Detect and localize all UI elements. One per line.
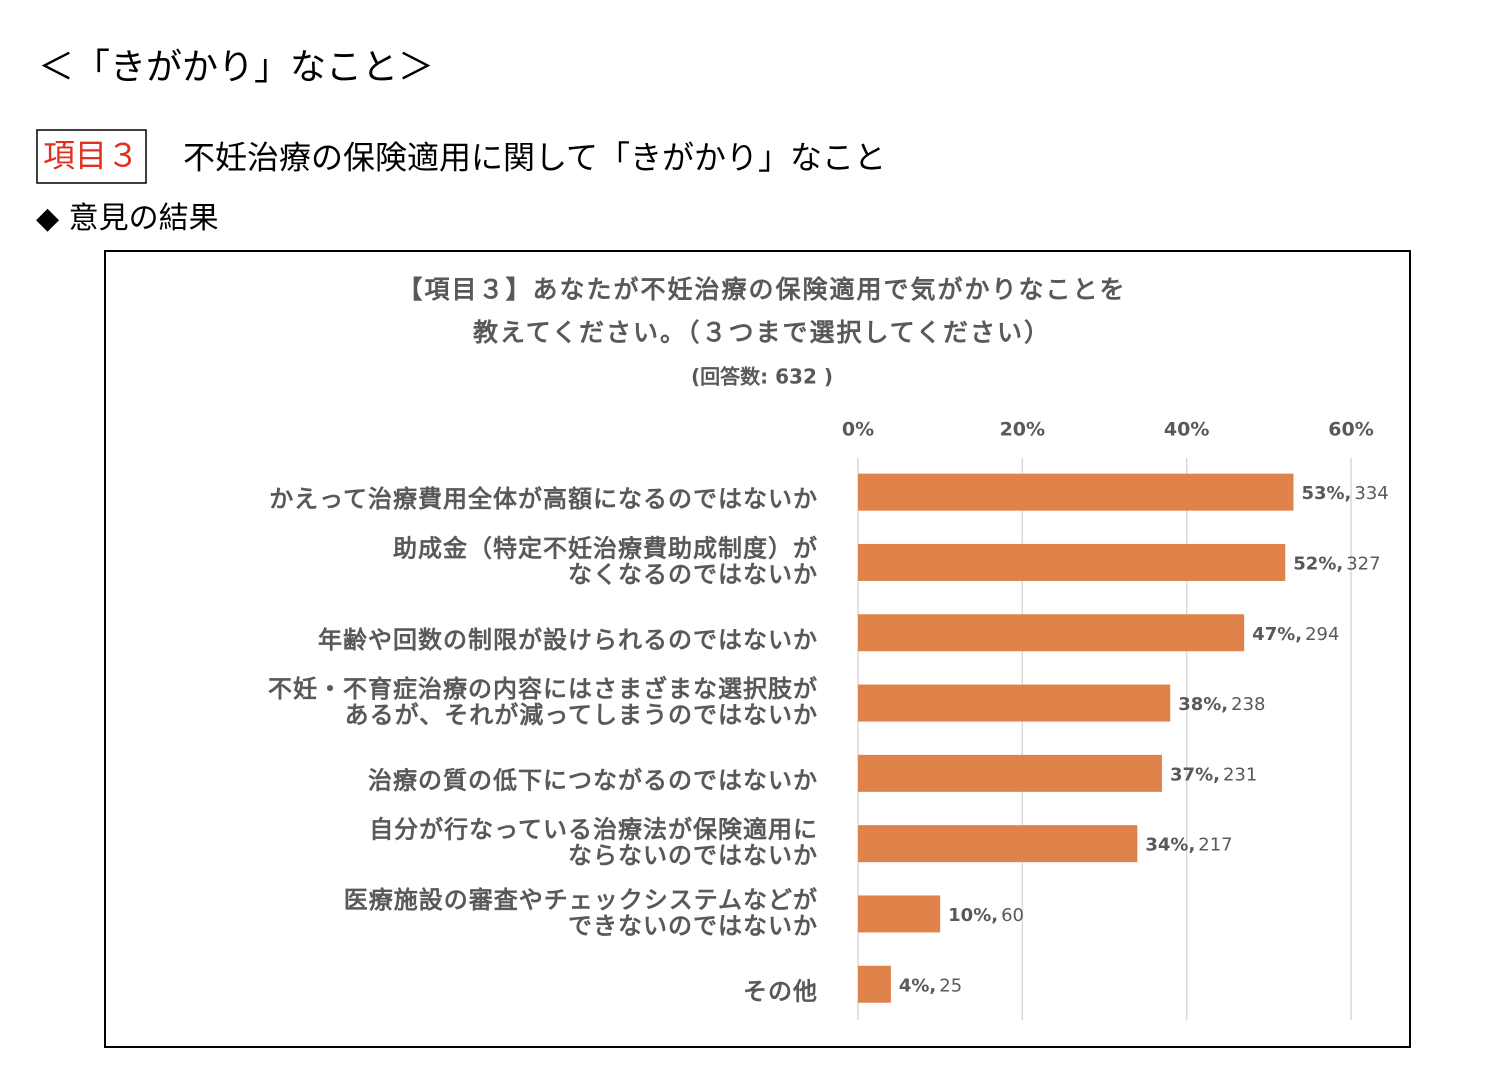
value-percent: 4%, [899, 975, 936, 996]
value-label: 47%, 294 [1252, 624, 1339, 645]
item-title: 不妊治療の保険適用に関して「きがかり」なこと [183, 139, 886, 177]
value-label: 34%, 217 [1145, 835, 1232, 856]
category-label: なくなるのではないか [568, 560, 818, 588]
value-label: 10%, 60 [948, 905, 1024, 926]
bar [858, 473, 1294, 511]
chart-title: 【項目３】あなたが不妊治療の保険適用で気がかりなことを [397, 275, 1126, 304]
value-percent: 34%, [1145, 835, 1195, 856]
value-count: 25 [939, 975, 962, 996]
category-label: ならないのではないか [568, 842, 818, 870]
category-label: 助成金（特定不妊治療費助成制度）が [393, 534, 818, 562]
category-label: その他 [743, 977, 818, 1005]
category-label: 医療施設の審査やチェックシステムなどが [344, 886, 818, 914]
bar [858, 754, 1163, 792]
value-label: 53%, 334 [1301, 483, 1388, 504]
chart-title: 教えてください。（３つまで選択してください） [473, 318, 1051, 347]
item-tag-box [36, 129, 147, 184]
page-title: ＜「きがかり」なこと＞ [38, 47, 434, 88]
x-tick-label: 20% [1000, 419, 1045, 441]
category-label: 自分が行なっている治療法が保険適用に [369, 816, 818, 844]
chart-subtitle: (回答数: 632 ) [691, 365, 833, 389]
x-tick-label: 40% [1164, 419, 1209, 441]
bar [858, 614, 1245, 652]
value-percent: 53%, [1301, 483, 1351, 504]
value-count: 334 [1354, 483, 1388, 504]
value-percent: 10%, [948, 905, 998, 926]
value-percent: 38%, [1178, 694, 1228, 715]
item-tag: 項目３ [43, 137, 139, 175]
bar [858, 965, 891, 1003]
value-percent: 52%, [1293, 553, 1343, 574]
bar [858, 825, 1138, 863]
value-count: 217 [1198, 835, 1232, 856]
x-tick-label: 60% [1328, 419, 1373, 441]
category-label: 治療の質の低下につながるのではないか [368, 766, 818, 794]
x-tick-label: 0% [842, 419, 874, 441]
bar [858, 895, 941, 933]
value-label: 37%, 231 [1170, 764, 1257, 785]
value-label: 4%, 25 [899, 975, 962, 996]
value-count: 294 [1305, 624, 1339, 645]
value-count: 238 [1231, 694, 1265, 715]
value-label: 38%, 238 [1178, 694, 1265, 715]
bar [858, 684, 1171, 722]
bar [858, 543, 1286, 581]
value-percent: 47%, [1252, 624, 1302, 645]
value-count: 231 [1223, 764, 1257, 785]
value-label: 52%, 327 [1293, 553, 1380, 574]
category-label: 不妊・不育症治療の内容にはさまざまな選択肢が [268, 675, 818, 703]
value-count: 60 [1001, 905, 1024, 926]
category-label: かえって治療費用全体が高額になるのではないか [269, 485, 818, 513]
category-label: できないのではないか [568, 912, 818, 940]
value-percent: 37%, [1170, 764, 1220, 785]
category-label: あるが、それが減ってしまうのではないか [345, 701, 818, 729]
category-label: 年齢や回数の制限が設けられるのではないか [318, 626, 818, 654]
section-heading: ◆ 意見の結果 [36, 201, 219, 236]
value-count: 327 [1346, 553, 1380, 574]
